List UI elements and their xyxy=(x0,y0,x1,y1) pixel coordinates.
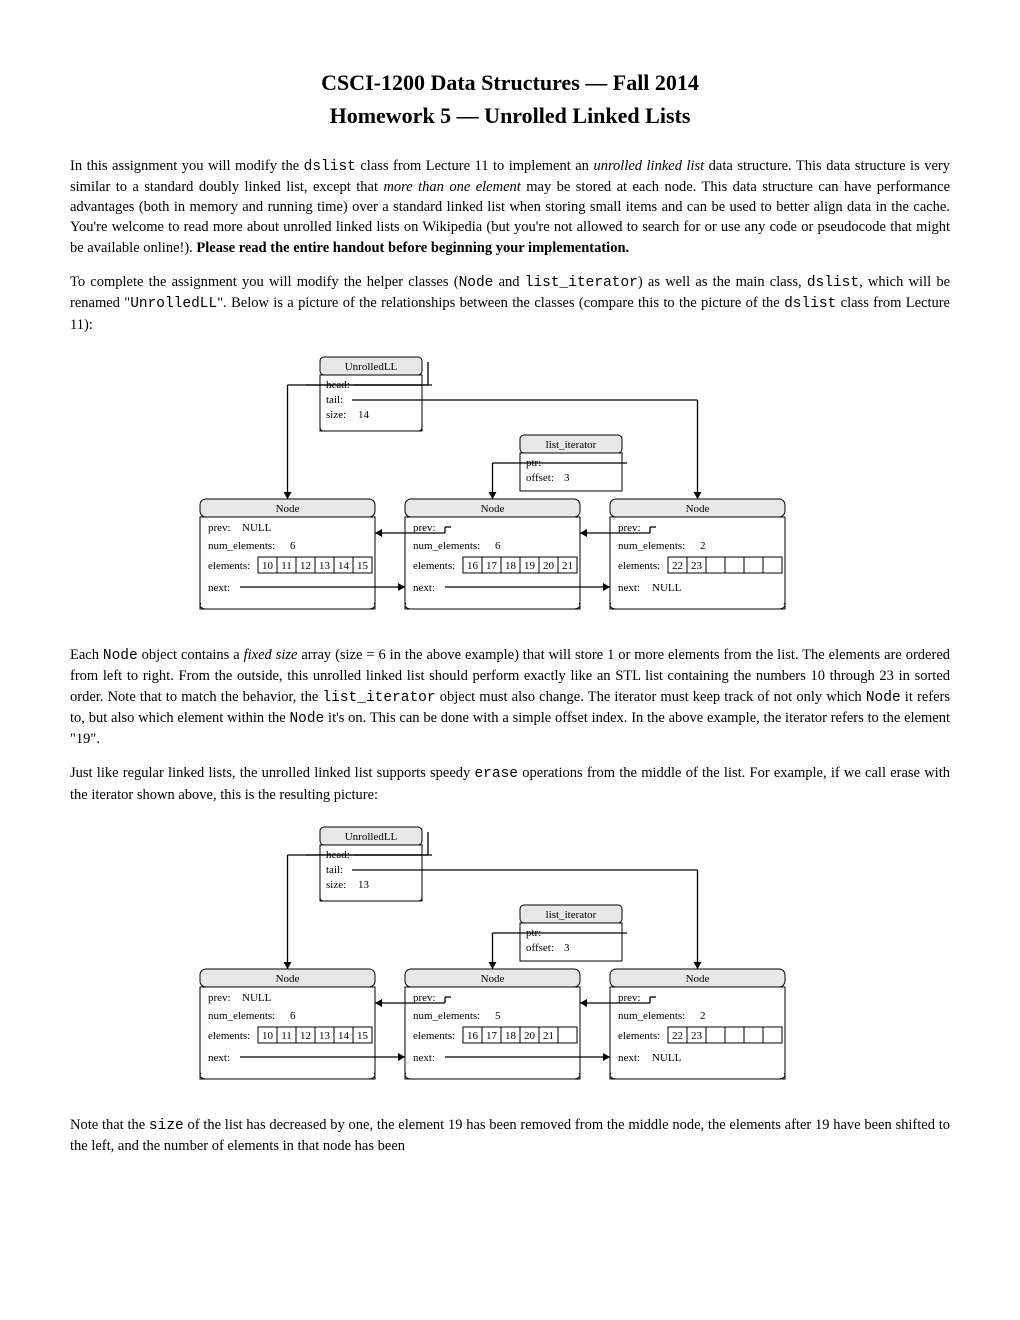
svg-text:size:: size: xyxy=(326,879,346,891)
svg-text:size:: size: xyxy=(326,409,346,421)
svg-text:2: 2 xyxy=(700,1010,706,1022)
svg-text:next:: next: xyxy=(618,582,640,594)
svg-text:15: 15 xyxy=(357,1030,369,1042)
svg-text:3: 3 xyxy=(564,942,570,954)
svg-text:prev:: prev: xyxy=(618,522,641,534)
svg-text:15: 15 xyxy=(357,560,369,572)
svg-text:list_iterator: list_iterator xyxy=(546,909,597,921)
svg-text:prev:: prev: xyxy=(413,522,436,534)
svg-text:12: 12 xyxy=(300,560,311,572)
svg-text:offset:: offset: xyxy=(526,942,554,954)
svg-text:elements:: elements: xyxy=(618,560,660,572)
svg-text:offset:: offset: xyxy=(526,472,554,484)
svg-text:list_iterator: list_iterator xyxy=(546,439,597,451)
svg-text:Node: Node xyxy=(276,973,300,985)
svg-text:Node: Node xyxy=(276,503,300,515)
page-title-2: Homework 5 — Unrolled Linked Lists xyxy=(70,101,950,132)
svg-text:elements:: elements: xyxy=(413,560,455,572)
svg-text:prev:: prev: xyxy=(413,992,436,1004)
svg-text:NULL: NULL xyxy=(652,1052,682,1064)
svg-text:num_elements:: num_elements: xyxy=(413,540,480,552)
svg-text:UnrolledLL: UnrolledLL xyxy=(345,831,398,843)
svg-text:14: 14 xyxy=(338,1030,350,1042)
svg-text:10: 10 xyxy=(262,560,274,572)
svg-text:NULL: NULL xyxy=(242,522,272,534)
svg-text:13: 13 xyxy=(319,1030,331,1042)
diagram-2: UnrolledLLhead:tail:size:13list_iterator… xyxy=(70,819,950,1099)
svg-text:18: 18 xyxy=(505,1030,517,1042)
svg-text:elements:: elements: xyxy=(618,1030,660,1042)
svg-text:elements:: elements: xyxy=(208,1030,250,1042)
paragraph-3: Each Node object contains a fixed size a… xyxy=(70,645,950,749)
svg-text:12: 12 xyxy=(300,1030,311,1042)
svg-text:6: 6 xyxy=(290,540,296,552)
svg-text:Node: Node xyxy=(481,973,505,985)
svg-text:14: 14 xyxy=(358,409,370,421)
diagram-1: UnrolledLLhead:tail:size:14list_iterator… xyxy=(70,349,950,629)
svg-text:next:: next: xyxy=(413,1052,435,1064)
svg-text:20: 20 xyxy=(543,560,555,572)
svg-text:20: 20 xyxy=(524,1030,536,1042)
svg-text:18: 18 xyxy=(505,560,517,572)
page-title-1: CSCI-1200 Data Structures — Fall 2014 xyxy=(70,68,950,99)
svg-text:13: 13 xyxy=(358,879,370,891)
svg-text:13: 13 xyxy=(319,560,331,572)
paragraph-2: To complete the assignment you will modi… xyxy=(70,272,950,335)
svg-text:21: 21 xyxy=(543,1030,554,1042)
svg-text:23: 23 xyxy=(691,560,703,572)
svg-text:num_elements:: num_elements: xyxy=(618,540,685,552)
svg-text:14: 14 xyxy=(338,560,350,572)
svg-text:prev:: prev: xyxy=(208,992,231,1004)
svg-text:22: 22 xyxy=(672,560,683,572)
svg-text:3: 3 xyxy=(564,472,570,484)
svg-text:22: 22 xyxy=(672,1030,683,1042)
svg-text:11: 11 xyxy=(281,560,292,572)
svg-text:10: 10 xyxy=(262,1030,274,1042)
svg-text:prev:: prev: xyxy=(208,522,231,534)
svg-text:Node: Node xyxy=(686,503,710,515)
svg-text:NULL: NULL xyxy=(652,582,682,594)
svg-text:num_elements:: num_elements: xyxy=(618,1010,685,1022)
svg-text:num_elements:: num_elements: xyxy=(413,1010,480,1022)
svg-text:16: 16 xyxy=(467,560,479,572)
svg-text:16: 16 xyxy=(467,1030,479,1042)
svg-text:tail:: tail: xyxy=(326,394,343,406)
svg-text:17: 17 xyxy=(486,560,498,572)
svg-text:Node: Node xyxy=(481,503,505,515)
svg-text:tail:: tail: xyxy=(326,864,343,876)
svg-text:next:: next: xyxy=(208,582,230,594)
svg-text:2: 2 xyxy=(700,540,706,552)
svg-text:prev:: prev: xyxy=(618,992,641,1004)
svg-text:6: 6 xyxy=(495,540,501,552)
svg-text:21: 21 xyxy=(562,560,573,572)
svg-text:next:: next: xyxy=(208,1052,230,1064)
svg-text:next:: next: xyxy=(413,582,435,594)
svg-text:num_elements:: num_elements: xyxy=(208,1010,275,1022)
svg-text:19: 19 xyxy=(524,560,536,572)
svg-text:23: 23 xyxy=(691,1030,703,1042)
svg-text:UnrolledLL: UnrolledLL xyxy=(345,361,398,373)
svg-text:num_elements:: num_elements: xyxy=(208,540,275,552)
svg-text:next:: next: xyxy=(618,1052,640,1064)
svg-text:5: 5 xyxy=(495,1010,501,1022)
svg-text:Node: Node xyxy=(686,973,710,985)
svg-text:elements:: elements: xyxy=(413,1030,455,1042)
svg-text:17: 17 xyxy=(486,1030,498,1042)
svg-text:elements:: elements: xyxy=(208,560,250,572)
paragraph-4: Just like regular linked lists, the unro… xyxy=(70,763,950,805)
paragraph-1: In this assignment you will modify the d… xyxy=(70,156,950,258)
paragraph-5: Note that the size of the list has decre… xyxy=(70,1115,950,1157)
svg-text:NULL: NULL xyxy=(242,992,272,1004)
svg-text:6: 6 xyxy=(290,1010,296,1022)
svg-text:11: 11 xyxy=(281,1030,292,1042)
